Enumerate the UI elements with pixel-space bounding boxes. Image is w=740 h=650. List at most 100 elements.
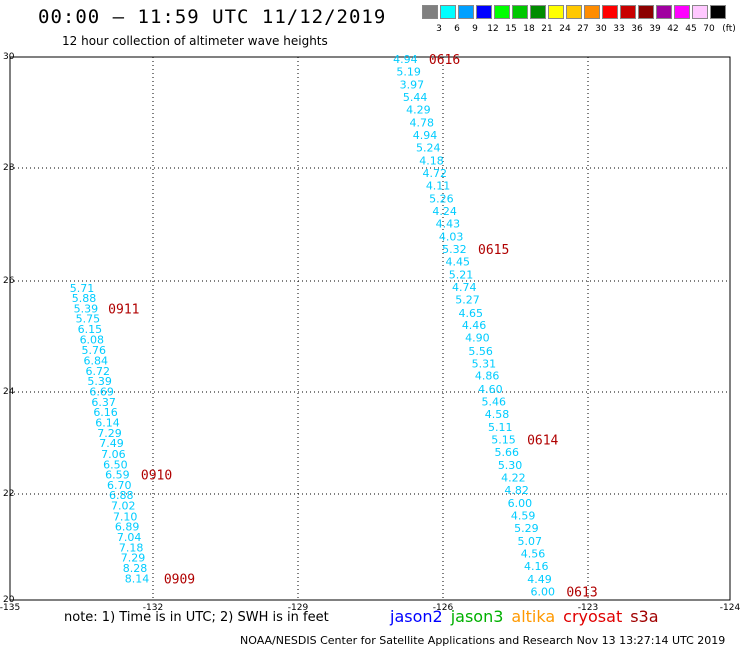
legend-swatch <box>458 5 474 19</box>
legend-swatch <box>584 5 600 19</box>
legend-swatch <box>620 5 636 19</box>
wave-height-value: 6.15 <box>78 323 103 336</box>
wave-height-value: 6.37 <box>91 396 116 409</box>
wave-height-value: 4.49 <box>527 573 552 586</box>
wave-height-value: 4.56 <box>521 547 546 560</box>
wave-height-value: 6.88 <box>109 489 134 502</box>
wave-height-value: 5.19 <box>396 66 421 79</box>
wave-height-value: 4.59 <box>511 509 536 522</box>
y-tick-label: 24 <box>3 387 15 397</box>
wave-height-value: 6.59 <box>105 469 130 482</box>
wave-height-value: 6.70 <box>107 479 132 492</box>
y-tick-label: 20 <box>3 595 15 605</box>
legend-label: 45 <box>685 24 697 34</box>
time-label: 0911 <box>108 302 139 317</box>
wave-height-value: 5.15 <box>491 433 516 446</box>
legend-label: 21 <box>541 24 553 34</box>
wave-height-value: 7.10 <box>113 510 138 523</box>
footer-note: note: 1) Time is in UTC; 2) SWH is in fe… <box>64 610 329 625</box>
wave-height-value: 4.46 <box>462 319 487 332</box>
wave-height-value: 5.24 <box>416 142 441 155</box>
legend-swatch <box>692 5 708 19</box>
legend-swatch <box>656 5 672 19</box>
wave-height-value: 7.06 <box>101 448 126 461</box>
page-subtitle: 12 hour collection of altimeter wave hei… <box>62 34 328 48</box>
x-tick-label: -126 <box>433 603 454 613</box>
wave-height-value: 8.14 <box>125 572 150 585</box>
wave-height-value: 4.65 <box>459 307 484 320</box>
wave-height-value: 4.22 <box>501 471 526 484</box>
wave-height-value: 4.82 <box>504 484 529 497</box>
wave-height-value: 4.11 <box>426 180 451 193</box>
y-tick-label: 22 <box>3 489 14 499</box>
wave-height-value: 6.50 <box>103 458 128 471</box>
wave-height-value: 7.49 <box>99 437 124 450</box>
wave-height-value: 5.66 <box>495 446 520 459</box>
wave-height-value: 7.29 <box>97 427 122 440</box>
wave-height-value: 5.44 <box>403 91 428 104</box>
wave-height-value: 4.45 <box>445 256 470 269</box>
legend-label: 70 <box>703 24 715 34</box>
legend-label: 9 <box>472 24 478 34</box>
x-tick-label: -124 <box>720 603 740 613</box>
legend-swatch <box>566 5 582 19</box>
time-label: 0613 <box>566 585 597 600</box>
wave-height-value: 5.88 <box>72 292 97 305</box>
color-legend: 3 6 9 12 15 18 21 24 27 30 33 36 39 42 45 70 (ft) <box>422 5 736 39</box>
legend-swatch <box>494 5 510 19</box>
wave-height-value: 4.60 <box>478 383 503 396</box>
wave-height-value: 3.97 <box>400 79 425 92</box>
legend-label: 33 <box>613 24 625 34</box>
wave-height-value: 5.39 <box>74 302 99 315</box>
wave-height-value: 5.21 <box>449 269 474 282</box>
legend-swatch <box>710 5 726 19</box>
wave-height-value: 6.14 <box>95 416 120 429</box>
legend-unit: (ft) <box>722 24 736 34</box>
wave-height-value: 4.78 <box>409 117 434 130</box>
wave-height-value: 6.84 <box>83 355 108 368</box>
wave-height-value: 5.46 <box>481 395 506 408</box>
wave-height-value: 5.07 <box>517 535 542 548</box>
legend-label: 24 <box>559 24 571 34</box>
wave-height-value: 4.16 <box>524 560 549 573</box>
x-tick-label: -132 <box>143 603 163 613</box>
wave-height-value: 4.43 <box>436 218 461 231</box>
satellite-altika: altika <box>511 607 556 626</box>
x-tick-label: -135 <box>0 603 20 613</box>
wave-height-value: 6.89 <box>115 521 140 534</box>
wave-height-value: 5.39 <box>87 375 112 388</box>
wave-height-value: 4.58 <box>485 408 510 421</box>
wave-height-value: 5.29 <box>514 522 539 535</box>
wave-height-value: 4.94 <box>413 129 438 142</box>
wave-height-value: 4.03 <box>439 231 464 244</box>
wave-height-value: 4.86 <box>475 370 500 383</box>
wave-height-value: 7.29 <box>121 552 146 565</box>
legend-label: 6 <box>454 24 460 34</box>
legend-label: 15 <box>505 24 517 34</box>
satellite-jason3: jason3 <box>450 607 504 626</box>
satellite-legend: jason2 jason3 altika cryosat s3a <box>390 607 667 626</box>
legend-swatch <box>602 5 618 19</box>
legend-label: 30 <box>595 24 607 34</box>
legend-swatch <box>638 5 654 19</box>
wave-height-value: 5.31 <box>472 357 497 370</box>
wave-height-value: 6.16 <box>93 406 118 419</box>
satellite-jason2: jason2 <box>390 607 443 626</box>
wave-height-value: 8.28 <box>123 562 148 575</box>
x-tick-label: -129 <box>288 603 309 613</box>
time-label: 0909 <box>164 572 195 587</box>
legend-label: 3 <box>436 24 442 34</box>
wave-height-value: 4.18 <box>419 155 444 168</box>
y-tick-label: 26 <box>3 276 15 286</box>
time-label: 0910 <box>141 469 172 484</box>
wave-height-value: 5.11 <box>488 421 513 434</box>
time-label: 0615 <box>478 243 509 258</box>
wave-height-value: 4.90 <box>465 332 490 345</box>
wave-height-value: 4.72 <box>423 167 448 180</box>
page-title: 00:00 – 11:59 UTC 11/12/2019 <box>38 6 387 28</box>
legend-label: 42 <box>667 24 679 34</box>
wave-height-value: 5.76 <box>82 344 107 357</box>
satellite-s3a: s3a <box>630 607 659 626</box>
wave-height-value: 5.56 <box>468 345 493 358</box>
